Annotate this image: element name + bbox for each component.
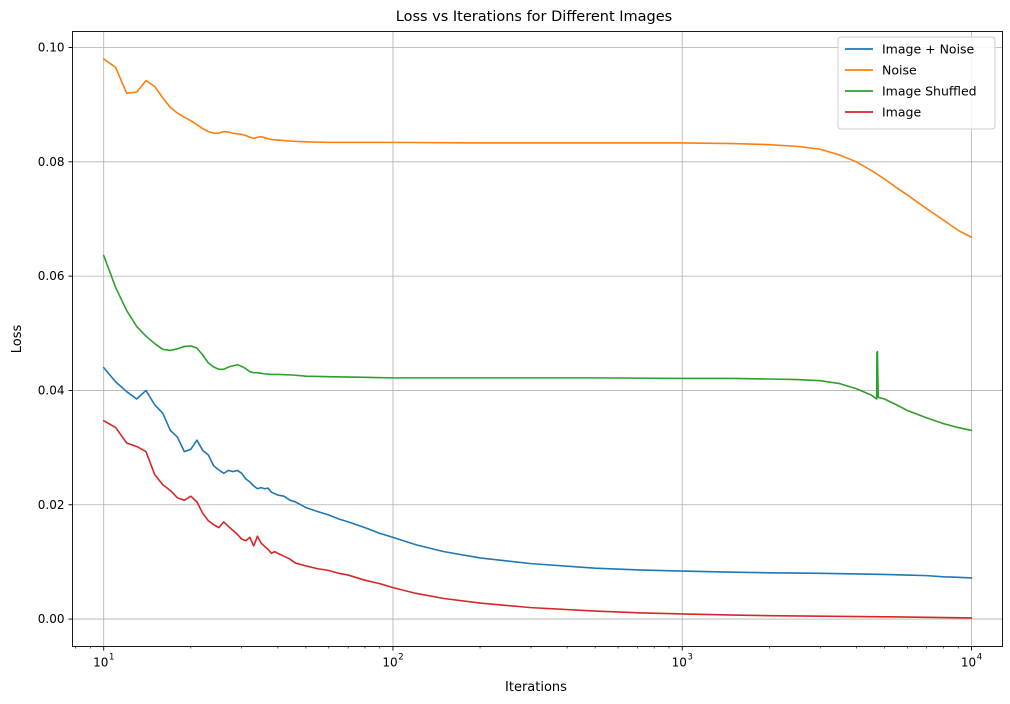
x-tick-label-0: 10 [93,656,108,670]
series-line-2 [102,254,973,432]
legend-label-2: Image Shuffled [882,84,977,99]
x-tick-label-exponent-3: 4 [977,653,982,663]
y-tick-label-2: 0.04 [38,383,65,397]
plot-frame [72,31,1003,647]
series-line-1 [102,58,973,239]
x-tick-label-exponent-1: 2 [398,653,403,663]
y-tick-label-1: 0.02 [38,498,65,512]
x-tick-label-2: 10 [672,656,687,670]
legend: Image + Noise Noise Image Shuffled Image [837,36,996,130]
y-tick-label-3: 0.06 [38,269,65,283]
y-tick-label-5: 0.10 [38,41,65,55]
y-tick-label-4: 0.08 [38,155,65,169]
legend-label-1: Noise [882,63,917,78]
chart-title: Loss vs Iterations for Different Images [396,9,673,25]
x-axis: 10 1 10 2 10 3 10 4 [75,646,982,670]
x-tick-label-exponent-0: 1 [109,653,114,663]
legend-label-0: Image + Noise [882,42,975,57]
x-tick-label-exponent-2: 3 [688,653,693,663]
legend-label-3: Image [882,105,921,120]
legend-box [837,36,996,130]
x-tick-label-3: 10 [961,656,976,670]
series-line-3 [102,419,973,619]
x-tick-label-1: 10 [382,656,397,670]
series-line-0 [102,366,973,579]
x-axis-label: Iterations [505,680,567,695]
y-axis: 0.00 0.02 0.04 0.06 0.08 0.10 [38,41,73,626]
y-axis-label: Loss [10,325,25,354]
series-layer [102,58,973,619]
y-tick-label-0: 0.00 [38,612,65,626]
